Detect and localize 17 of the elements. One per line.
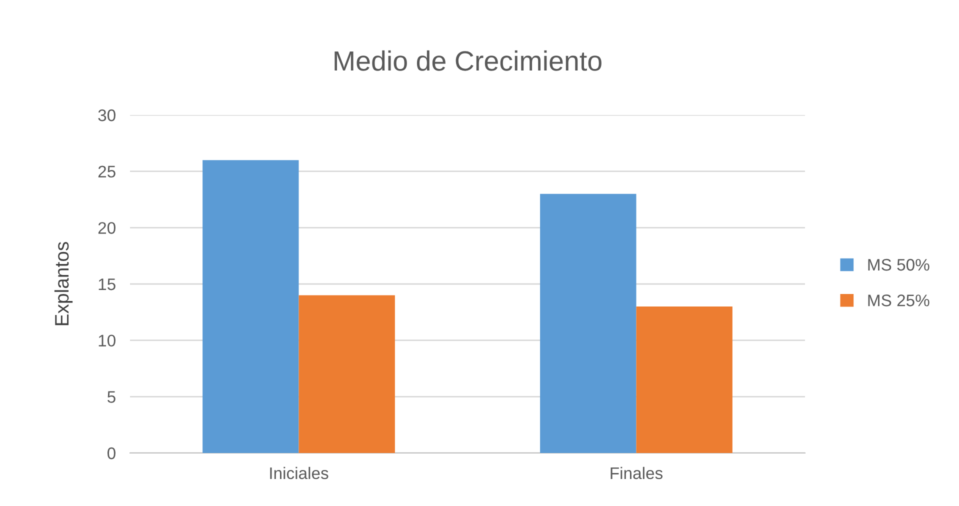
y-tick-label: 5: [108, 391, 116, 403]
y-tick-label: 15: [98, 278, 116, 290]
bar: [636, 306, 732, 453]
y-tick-label: 10: [98, 334, 116, 347]
y-tick-label: 30: [98, 109, 116, 122]
x-tick-label: Iniciales: [270, 466, 328, 480]
chart-title: Medio de Crecimiento: [334, 50, 602, 71]
y-axis-title: Explantos: [54, 242, 73, 326]
legend-label: MS 25%: [868, 294, 930, 306]
bar: [298, 295, 395, 453]
y-tick-label: 0: [107, 447, 116, 460]
legend-label: MS 50%: [868, 258, 930, 271]
x-tick-label: Finales: [610, 466, 663, 480]
y-tick-label: 20: [98, 222, 116, 234]
bar: [540, 194, 636, 453]
y-tick-label: 25: [98, 166, 116, 178]
bar: [202, 160, 299, 453]
